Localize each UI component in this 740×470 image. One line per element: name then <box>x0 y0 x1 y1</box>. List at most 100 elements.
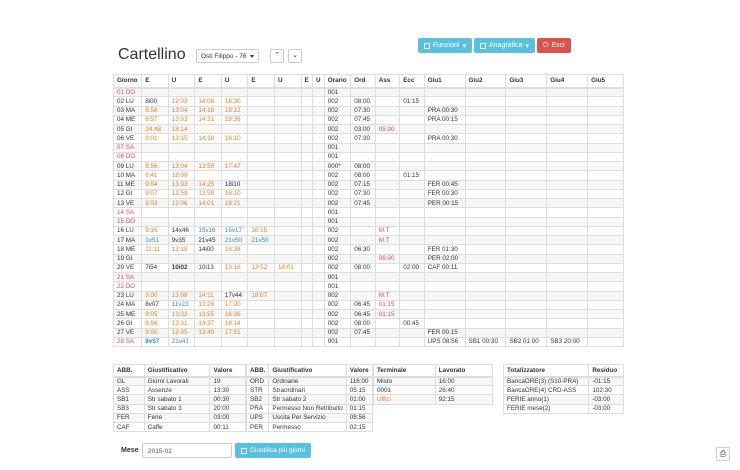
table-cell <box>399 271 425 283</box>
print-button[interactable]: ⎙ <box>716 447 730 461</box>
table-row[interactable]: 16 LU 9:16 14x46 15v16 15v17 18:15 002 M.T <box>112 225 624 237</box>
table-row[interactable]: 10 MA 8:41 18:09 002 08:00 01:15 <box>112 170 624 181</box>
table-cell <box>505 327 548 338</box>
table-row[interactable]: 07 SA 001 <box>112 142 624 153</box>
table-cell <box>273 114 302 126</box>
table-row[interactable]: 17 MA 1v51 9v35 21v45 21v50 21v50 002 M.T <box>112 234 624 246</box>
table-cell <box>350 216 376 227</box>
table-row[interactable]: 01 DO 001 <box>112 86 624 98</box>
table-cell <box>194 216 222 227</box>
table-row[interactable]: 19 GI 002 06:00 PER 02:00 <box>112 253 624 264</box>
table-cell <box>300 281 313 292</box>
table-row: Misto 16:00 <box>373 375 494 387</box>
table-row[interactable]: 11 ME 9:04 13:03 14:25 18i10 002 07:15 FER 00:4… <box>112 179 624 190</box>
table-cell: 002 <box>323 244 352 255</box>
table-cell: Str sabato 1 <box>143 394 211 405</box>
table-cell <box>587 123 624 135</box>
table-cell <box>374 336 401 348</box>
mese-input[interactable]: 2015-02 <box>142 443 232 458</box>
table-cell <box>273 327 302 338</box>
table-cell <box>141 216 169 227</box>
table-row[interactable]: 15 DO 001 <box>112 216 624 227</box>
table-row[interactable]: 13 VE 9:03 13:06 14:01 18:21 002 07:45 PER 00:1… <box>112 197 624 209</box>
table-cell <box>220 336 249 348</box>
table-cell <box>505 318 548 329</box>
table-cell <box>464 105 507 116</box>
funzioni-button[interactable]: Funzioni ▾ <box>418 38 472 53</box>
table-row[interactable]: 05 GI 14:48 18:14 002 03:00 05:00 <box>112 123 624 135</box>
table-cell <box>247 86 275 98</box>
employee-select[interactable]: Osti Filippo - 76 <box>196 49 259 63</box>
column-header: Giu3 <box>505 74 548 89</box>
table-cell: 9:00 <box>141 290 169 301</box>
table-row[interactable]: 08 DO 001 <box>112 151 624 163</box>
caret-down-icon <box>250 55 254 58</box>
table-cell <box>546 142 589 153</box>
table-row[interactable]: 02 LU 8i00 13:03 14:08 18:30 002 08:00 01:15 <box>112 96 624 107</box>
table-row[interactable]: 09 LU 8:56 13:04 13:59 17:47 000* 08:00 <box>112 160 624 172</box>
table-cell <box>311 253 325 264</box>
table-cell <box>247 271 275 283</box>
table-cell: 001 <box>323 151 352 163</box>
table-cell <box>273 207 302 218</box>
table-cell <box>505 244 548 255</box>
table-row[interactable]: 28 SA 8v57 21v41 001 UPS 08:56 SB1 00:30 SB2 0… <box>112 336 624 348</box>
prev-button[interactable]: ⌃ <box>270 49 284 63</box>
table-row[interactable]: 20 VE 7i54 10i02 10i13 13:16 13:52 19:01 002 08:… <box>112 262 624 274</box>
table-cell <box>464 114 507 126</box>
table-cell: 13:08 <box>167 290 196 301</box>
table-row[interactable]: 21 SA 001 <box>112 271 624 283</box>
table-row: SB3 Str sabato 3 20:00 <box>113 403 246 414</box>
giustifica-button[interactable]: Giustifica più giorni <box>235 443 311 458</box>
table-cell <box>423 96 466 107</box>
next-button[interactable]: ⌄ <box>288 49 302 63</box>
table-row[interactable]: 14 SA 001 <box>112 207 624 218</box>
table-cell <box>464 234 507 246</box>
table-cell: ORD <box>245 375 270 387</box>
table-row[interactable]: 27 VE 9:00 13:05 13:49 17:51 002 07:45 FER 00:1… <box>112 327 624 338</box>
table-cell: 13:03 <box>167 114 196 126</box>
table-row[interactable]: 12 GI 9:07 12:59 13:59 18:10 002 07:30 FER 00:3… <box>112 188 624 200</box>
table-row[interactable]: 04 ME 8:57 13:03 14:31 18:36 002 07:45 PRA 00:1… <box>112 114 624 126</box>
table-cell: CAF <box>113 421 145 433</box>
table-cell <box>194 207 222 218</box>
table-cell <box>311 299 325 311</box>
anagrafica-button[interactable]: Anagrafica ▾ <box>473 38 535 53</box>
table-cell: 9:16 <box>141 225 169 237</box>
table-cell: 13:06 <box>167 197 196 209</box>
table-row[interactable]: 03 MA 8:58 13:04 14:18 18:12 002 07:30 PRA 00:3… <box>112 105 624 116</box>
table-cell: 13:32 <box>167 308 196 320</box>
table-cell: 15v16 <box>194 225 222 237</box>
table-row[interactable]: 23 LU 9:00 13:08 14:11 17v44 18:07 002 M.T <box>112 290 624 301</box>
table-row[interactable]: 22 DO 001 <box>112 281 624 292</box>
table-cell: Assenze <box>143 385 211 396</box>
table-cell <box>546 253 589 264</box>
table-row[interactable]: 06 VE 9:01 13:15 14:18 18:10 002 07:30 PRA 00:3… <box>112 133 624 144</box>
table-cell: 17v44 <box>220 290 249 301</box>
table-cell: 002 <box>323 327 352 338</box>
table-cell: 001 <box>323 216 352 227</box>
esci-button[interactable]: ⏻ Esci <box>536 38 571 53</box>
table-row[interactable]: 25 ME 9:05 13:32 13:55 16:36 002 06:45 01:15 <box>112 308 624 320</box>
table-cell <box>546 318 589 329</box>
table-cell: Caffe <box>143 421 211 433</box>
table-cell <box>247 114 275 126</box>
table-cell: 06:45 <box>350 299 376 311</box>
table-cell: Ferie <box>143 412 211 423</box>
table-cell: 9:04 <box>141 179 169 190</box>
table-row[interactable]: 18 ME 11:11 13:18 14i00 18:38 002 06:30 FER 01:… <box>112 244 624 255</box>
table-cell <box>220 207 249 218</box>
table-cell: 001 <box>323 336 352 348</box>
table-cell <box>311 179 325 190</box>
table-cell: M.T <box>374 290 401 301</box>
column-header: E <box>194 74 222 89</box>
table-row[interactable]: 26 GI 8:56 13:31 13:37 18:14 002 08:00 00:45 <box>112 318 624 329</box>
table-cell <box>464 151 507 163</box>
table-cell: 21 SA <box>112 271 143 283</box>
table-cell: UPS 08:56 <box>423 336 466 348</box>
table-row[interactable]: 24 MA 8v07 11v23 13:28 17:20 002 06:45 01:15 <box>112 299 624 311</box>
table-cell <box>505 281 548 292</box>
table-cell <box>374 86 401 98</box>
table-cell <box>311 197 325 209</box>
table-cell: 002 <box>323 225 352 237</box>
